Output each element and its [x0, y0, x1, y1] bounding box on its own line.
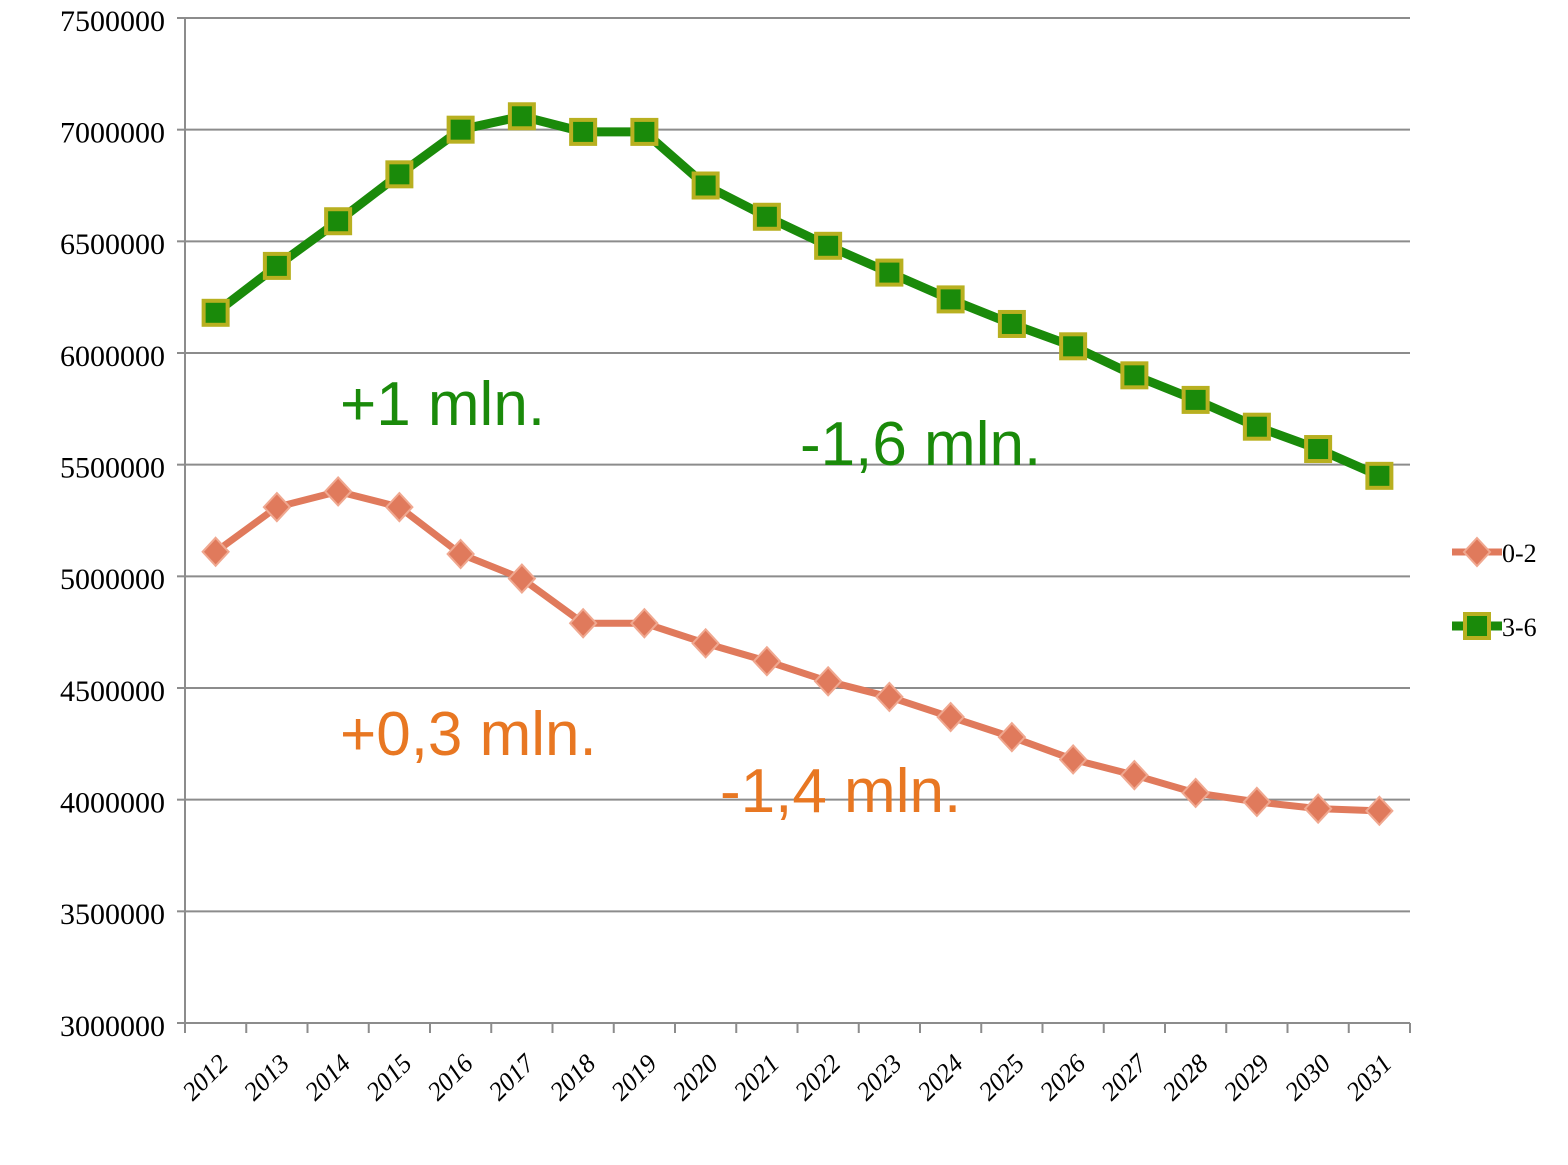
point-marker	[997, 721, 1027, 753]
point-marker	[385, 491, 414, 523]
x-tick-label: 2031	[1340, 1049, 1397, 1106]
point-marker	[1058, 743, 1088, 775]
point-marker	[1120, 361, 1149, 390]
point-marker	[630, 117, 659, 146]
point-marker	[752, 645, 782, 677]
point-marker	[262, 491, 292, 523]
x-tick-label: 2017	[483, 1048, 541, 1106]
y-tick-label: 7000000	[60, 117, 165, 150]
point-marker	[936, 285, 965, 314]
point-marker	[1181, 777, 1210, 809]
point-marker	[201, 536, 230, 568]
point-marker	[507, 563, 537, 595]
legend-label: 0-2	[1502, 539, 1537, 568]
legend-label: 3-6	[1502, 613, 1537, 642]
annotation: -1,4 mln.	[720, 757, 961, 826]
point-marker	[1365, 795, 1394, 827]
x-tick-label: 2024	[912, 1049, 969, 1106]
x-tick-label: 2027	[1095, 1048, 1153, 1106]
point-marker	[813, 665, 843, 697]
x-tick-label: 2021	[728, 1049, 785, 1106]
point-marker	[323, 475, 353, 507]
x-tick-label: 2015	[360, 1049, 417, 1106]
point-marker	[1462, 536, 1492, 568]
point-marker	[569, 117, 598, 146]
point-marker	[997, 309, 1026, 338]
x-tick-label: 2029	[1218, 1049, 1275, 1106]
x-tick-label: 2012	[177, 1049, 234, 1106]
x-tick-label: 2030	[1279, 1049, 1336, 1106]
x-tick-label: 2020	[667, 1049, 724, 1106]
x-tick-label: 2023	[850, 1049, 907, 1106]
point-marker	[875, 681, 904, 713]
point-marker	[1242, 412, 1271, 441]
x-tick-label: 2016	[422, 1049, 479, 1106]
point-marker	[1120, 759, 1149, 791]
y-tick-label: 3500000	[60, 898, 165, 931]
x-tick-label: 2025	[973, 1049, 1030, 1106]
point-marker	[324, 207, 353, 236]
x-tick-label: 2022	[789, 1049, 846, 1106]
y-tick-label: 5500000	[60, 452, 165, 485]
point-marker	[446, 115, 475, 144]
annotation: +0,3 mln.	[340, 700, 597, 769]
point-marker	[1304, 435, 1333, 464]
y-tick-label: 7500000	[60, 5, 165, 38]
point-marker	[201, 298, 230, 327]
annotation: -1,6 mln.	[800, 410, 1041, 479]
point-marker	[691, 627, 720, 659]
x-tick-label: 2028	[1157, 1049, 1214, 1106]
point-marker	[568, 607, 598, 639]
y-tick-label: 6000000	[60, 340, 165, 373]
annotation: +1 mln.	[340, 370, 545, 439]
point-marker	[1365, 461, 1394, 490]
point-marker	[1242, 786, 1272, 818]
point-marker	[630, 607, 659, 639]
point-marker	[1303, 793, 1333, 825]
y-tick-label: 3000000	[60, 1010, 165, 1043]
y-tick-label: 6500000	[60, 228, 165, 261]
point-marker	[385, 160, 414, 189]
x-tick-label: 2013	[238, 1049, 295, 1106]
x-tick-label: 2014	[299, 1049, 356, 1106]
point-marker	[507, 102, 536, 131]
point-marker	[814, 231, 843, 260]
point-marker	[1059, 332, 1088, 361]
point-marker	[691, 171, 720, 200]
point-marker	[936, 701, 965, 733]
point-marker	[752, 202, 781, 231]
x-tick-label: 2026	[1034, 1049, 1091, 1106]
x-tick-label: 2018	[544, 1049, 601, 1106]
x-tick-label: 2019	[605, 1049, 662, 1106]
point-marker	[1181, 385, 1210, 414]
point-marker	[262, 251, 291, 280]
y-tick-label: 5000000	[60, 563, 165, 596]
point-marker	[1463, 612, 1491, 640]
y-tick-label: 4000000	[60, 787, 165, 820]
point-marker	[446, 538, 475, 570]
point-marker	[875, 258, 904, 287]
y-tick-label: 4500000	[60, 675, 165, 708]
